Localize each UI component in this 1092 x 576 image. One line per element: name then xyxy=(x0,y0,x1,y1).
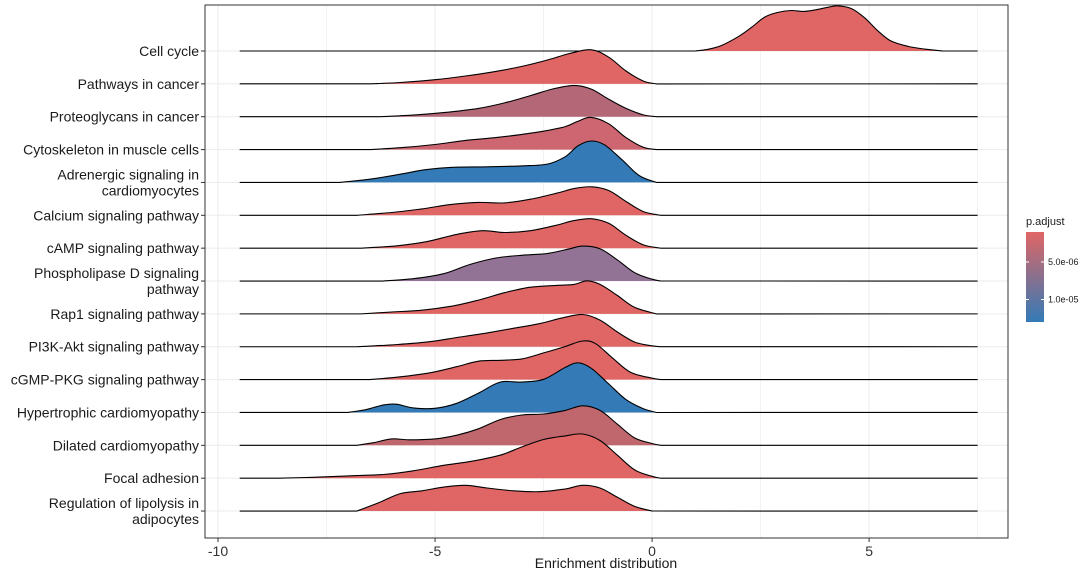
y-axis-label: pathway xyxy=(147,281,199,297)
ridge-fill xyxy=(695,5,943,51)
ridge-outline xyxy=(239,186,978,216)
legend-ticks: 5.0e-06 1.0e-05 xyxy=(1026,257,1079,305)
ridge-rap1-signaling-pathway xyxy=(239,280,978,315)
ridge-fill xyxy=(356,485,653,511)
ridges xyxy=(239,5,978,512)
ridge-fill xyxy=(369,49,657,84)
x-tick-label: 0 xyxy=(648,543,656,559)
ridge-fill xyxy=(356,186,661,216)
ridge-fill xyxy=(378,85,657,117)
ridge-phospholipase-d-signaling-pathway xyxy=(239,245,978,282)
legend-tick-label: 1.0e-05 xyxy=(1048,295,1079,305)
y-axis-label: Rap1 signaling pathway xyxy=(50,306,199,322)
ridge-cell-cycle xyxy=(239,5,978,52)
y-axis-label: Calcium signaling pathway xyxy=(33,207,199,223)
ridge-outline xyxy=(239,5,978,52)
ridge-outline xyxy=(239,280,978,315)
ridge-fill xyxy=(361,218,661,249)
ridge-fill xyxy=(339,140,657,183)
ridge-camp-signaling-pathway xyxy=(239,218,978,249)
ridge-outline xyxy=(239,433,978,479)
legend-title: p.adjust xyxy=(1026,216,1065,228)
ridge-outline xyxy=(239,484,978,512)
ridge-cytoskeleton-in-muscle-cells xyxy=(239,116,978,151)
legend: p.adjust 5.0e-06 1.0e-05 xyxy=(1026,216,1079,322)
y-axis-label: Cytoskeleton in muscle cells xyxy=(23,142,199,158)
y-axis-label: cAMP signaling pathway xyxy=(47,240,199,256)
x-axis-title: Enrichment distribution xyxy=(535,555,677,571)
ridge-pathways-in-cancer xyxy=(239,49,978,85)
y-axis-label: adipocytes xyxy=(132,511,199,527)
ridge-outline xyxy=(239,313,978,348)
y-axis-label: PI3K-Akt signaling pathway xyxy=(29,339,199,355)
x-tick-label: -10 xyxy=(208,543,228,559)
y-axis-label: Regulation of lipolysis in xyxy=(49,495,199,511)
ridge-adrenergic-signaling-in-cardiomyocytes xyxy=(239,140,978,183)
ridge-outline xyxy=(239,49,978,85)
ridge-outline xyxy=(239,340,978,381)
ridge-proteoglycans-in-cancer xyxy=(239,84,978,118)
ridge-fill xyxy=(356,314,661,347)
ridge-fill xyxy=(278,433,661,479)
ridge-outline xyxy=(239,140,978,183)
x-tick-label: 5 xyxy=(865,543,873,559)
ridge-fill xyxy=(361,280,657,314)
y-axis-label: Pathways in cancer xyxy=(78,76,200,92)
x-tick-label: -5 xyxy=(429,543,442,559)
ridge-fill xyxy=(383,246,661,281)
plot-border xyxy=(204,4,1009,539)
ridge-regulation-of-lipolysis-in-adipocytes xyxy=(239,484,978,512)
y-axis-label: Adrenergic signaling in xyxy=(57,166,199,182)
ridge-outline xyxy=(239,405,978,446)
legend-colorbar xyxy=(1026,232,1044,322)
y-axis-labels: Cell cycle Pathways in cancer Proteoglycan… xyxy=(11,43,205,527)
ridge-hypertrophic-cardiomyopathy xyxy=(239,362,978,414)
ridge-outline xyxy=(239,218,978,249)
ridge-outline xyxy=(239,362,978,414)
ridge-fill xyxy=(369,117,657,150)
y-axis-label: Focal adhesion xyxy=(104,470,199,486)
y-axis-label: Dilated cardiomyopathy xyxy=(53,437,199,453)
ridge-outline xyxy=(239,245,978,282)
ridge-fill xyxy=(348,362,657,413)
legend-tick-label: 5.0e-06 xyxy=(1048,257,1079,267)
ridge-calcium-signaling-pathway xyxy=(239,186,978,216)
y-axis-label: Proteoglycans in cancer xyxy=(50,109,200,125)
y-axis-label: cGMP-PKG signaling pathway xyxy=(11,372,199,388)
y-axis-label: cardiomyocytes xyxy=(102,182,199,198)
y-axis-label: Cell cycle xyxy=(139,43,199,59)
ridge-outline xyxy=(239,84,978,118)
x-axis: -10 -5 0 5 xyxy=(208,538,873,559)
y-axis-label: Hypertrophic cardiomyopathy xyxy=(17,405,199,421)
y-axis-label: Phospholipase D signaling xyxy=(34,265,199,281)
ridge-outline xyxy=(239,116,978,151)
ridge-focal-adhesion xyxy=(239,433,978,479)
ridge-pi3k-akt-signaling-pathway xyxy=(239,313,978,348)
